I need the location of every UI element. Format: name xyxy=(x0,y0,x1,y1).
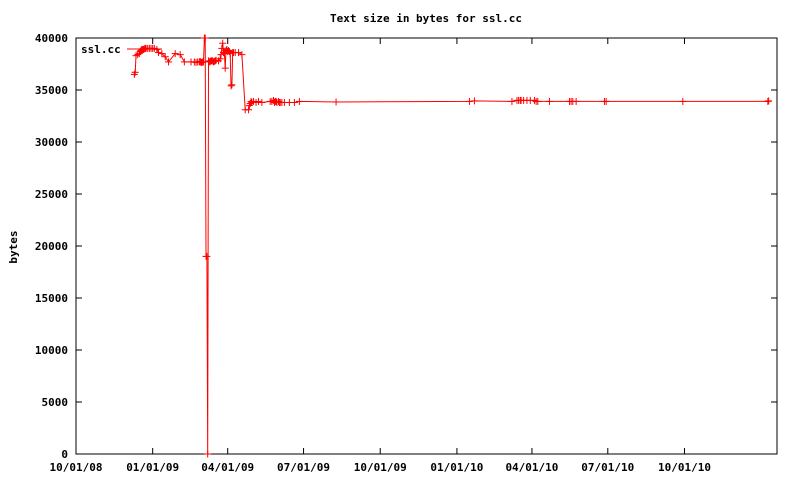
data-point xyxy=(218,44,226,52)
data-point xyxy=(255,97,263,105)
plot-frame xyxy=(75,37,778,455)
y-tick-label: 15000 xyxy=(35,292,68,305)
data-point xyxy=(534,97,542,105)
x-tick-label: 10/01/10 xyxy=(658,461,711,474)
data-point xyxy=(290,98,298,106)
x-tick-label: 10/01/09 xyxy=(354,461,407,474)
y-tick-label: 0 xyxy=(61,448,68,461)
y-axis: 0 5000 10000 15000 20000 25000 30000 35000 40000 xyxy=(35,32,777,461)
data-point xyxy=(155,49,163,57)
data-point xyxy=(679,97,687,105)
x-tick-label: 10/01/08 xyxy=(50,461,103,474)
data-point xyxy=(161,53,169,61)
data-point xyxy=(221,64,229,72)
x-tick-label: 07/01/10 xyxy=(581,461,634,474)
x-tick-label: 04/01/09 xyxy=(201,461,254,474)
data-point xyxy=(171,50,179,58)
x-axis: 10/01/08 01/01/09 04/01/09 07/01/09 10/01/09… xyxy=(50,38,711,474)
series-layer xyxy=(130,34,773,458)
data-point xyxy=(210,57,218,65)
data-point xyxy=(470,97,478,105)
data-point xyxy=(204,450,212,458)
data-point xyxy=(602,97,610,105)
data-point xyxy=(180,58,188,66)
y-tick-label: 25000 xyxy=(35,188,68,201)
x-tick-label: 01/01/09 xyxy=(126,461,179,474)
data-point xyxy=(228,81,236,89)
series-line xyxy=(133,37,769,455)
data-point xyxy=(227,82,235,90)
chart-title: Text size in bytes for ssl.cc xyxy=(330,12,522,25)
legend: ssl.cc xyxy=(81,43,162,56)
y-axis-label: bytes xyxy=(7,230,20,263)
y-tick-label: 35000 xyxy=(35,84,68,97)
data-point xyxy=(545,97,553,105)
data-point xyxy=(131,68,139,76)
data-point xyxy=(245,106,253,114)
y-tick-label: 10000 xyxy=(35,344,68,357)
data-point xyxy=(508,97,516,105)
y-tick-label: 40000 xyxy=(35,32,68,45)
data-point xyxy=(219,39,227,47)
data-point xyxy=(225,46,233,54)
data-point xyxy=(165,58,173,66)
data-point xyxy=(238,51,246,59)
data-point xyxy=(176,51,184,59)
y-tick-label: 5000 xyxy=(42,396,69,409)
data-point xyxy=(201,34,209,42)
data-point xyxy=(332,98,340,106)
y-tick-label: 30000 xyxy=(35,136,68,149)
data-point xyxy=(765,97,773,105)
data-point xyxy=(198,58,206,66)
data-point xyxy=(158,50,166,58)
data-point xyxy=(572,97,580,105)
data-point xyxy=(216,55,224,63)
x-tick-label: 01/01/10 xyxy=(430,461,483,474)
data-point xyxy=(465,97,473,105)
data-point xyxy=(200,58,208,66)
y-tick-label: 20000 xyxy=(35,240,68,253)
x-tick-label: 07/01/09 xyxy=(277,461,330,474)
data-point xyxy=(764,97,772,105)
data-point xyxy=(530,96,538,104)
legend-label: ssl.cc xyxy=(81,43,121,56)
data-point xyxy=(203,252,211,260)
x-tick-label: 04/01/10 xyxy=(505,461,558,474)
data-point xyxy=(275,97,283,105)
data-point xyxy=(258,98,266,106)
data-point xyxy=(295,97,303,105)
